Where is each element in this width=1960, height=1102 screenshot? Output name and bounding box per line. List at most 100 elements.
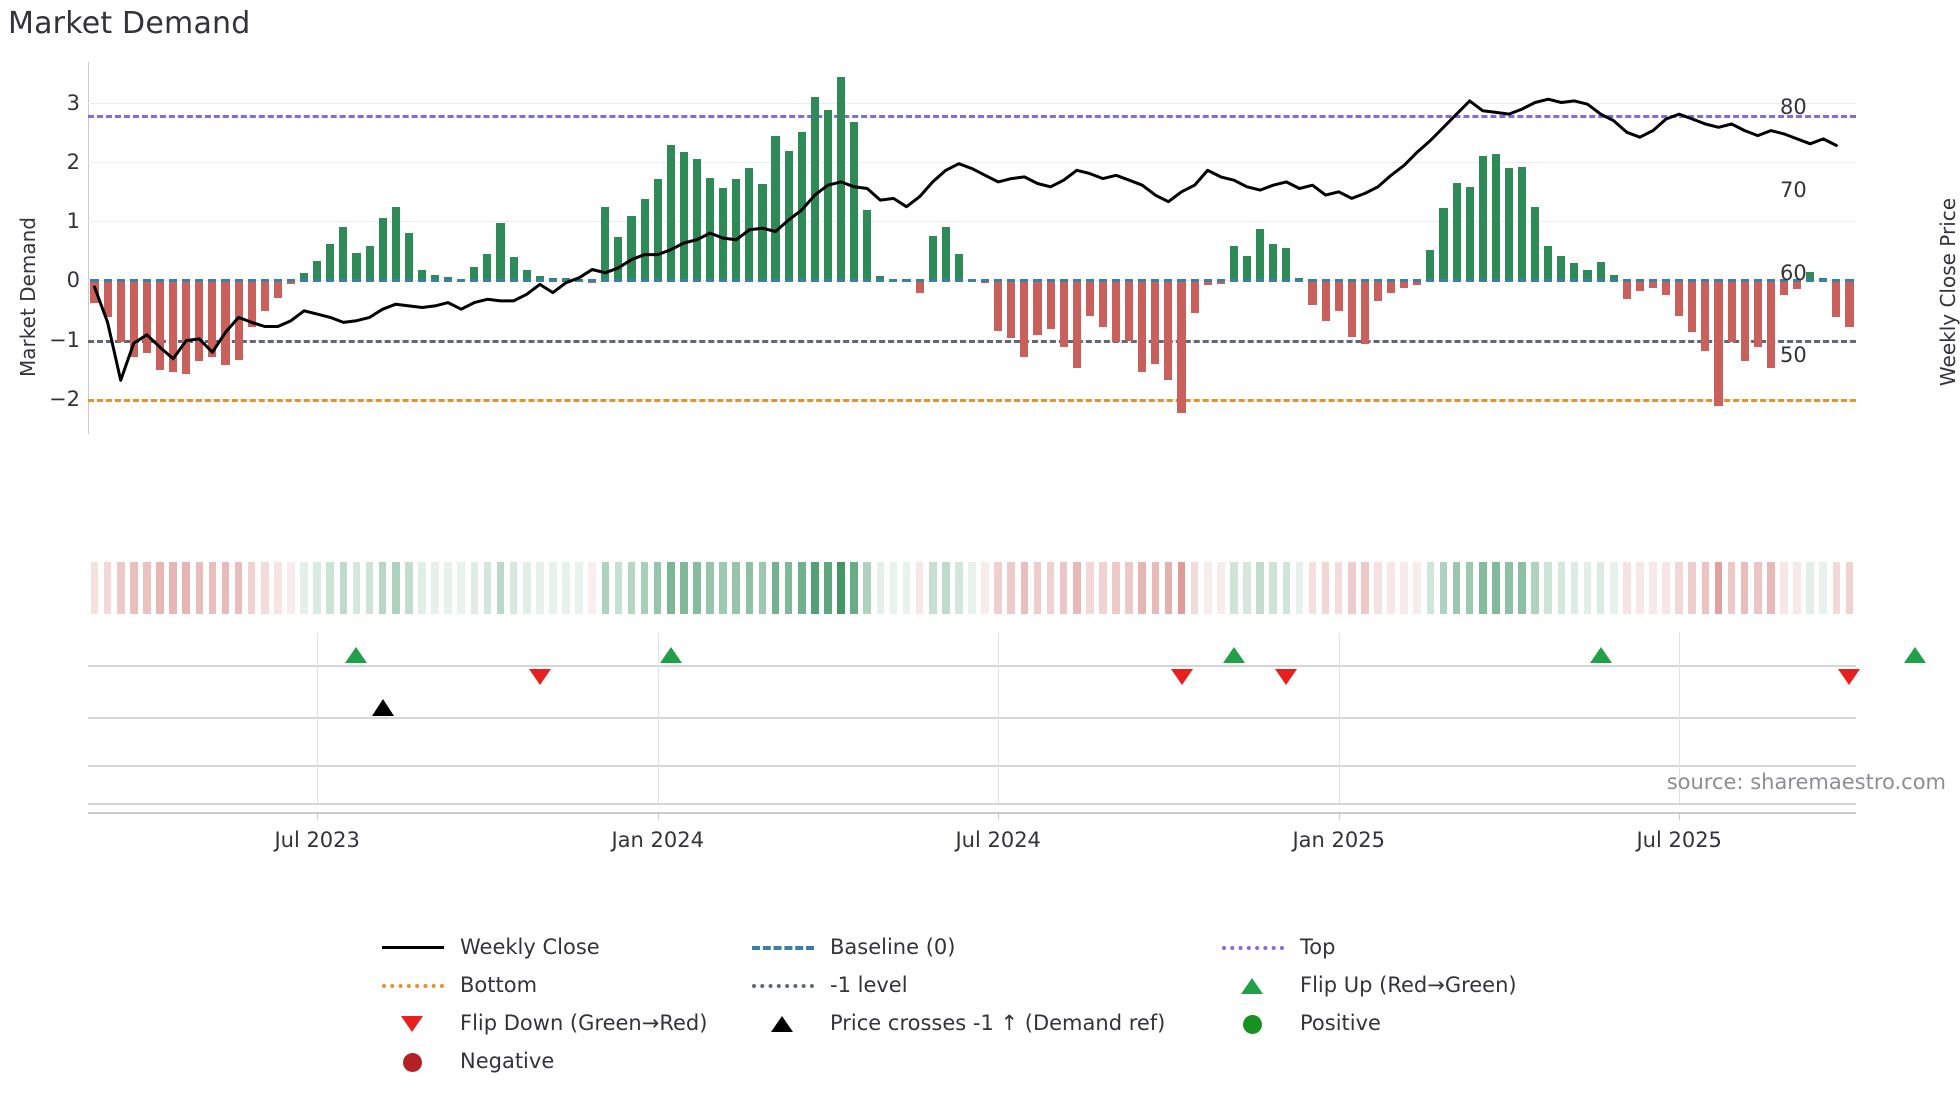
demand-bar — [1544, 246, 1553, 281]
baseline-tick — [234, 278, 243, 282]
demand-bar — [1229, 246, 1238, 281]
baseline-tick — [1190, 278, 1199, 282]
baseline-tick — [1439, 278, 1448, 282]
flip-down-marker[interactable] — [528, 669, 551, 685]
baseline-tick — [1819, 278, 1828, 282]
legend-swatch — [403, 1053, 422, 1072]
demand-bar — [1098, 280, 1107, 327]
heat-cell — [1596, 562, 1605, 614]
baseline-tick — [1177, 278, 1186, 282]
demand-bar — [1138, 280, 1147, 372]
legend-item[interactable]: Flip Up (Red→Green) — [1220, 973, 1650, 997]
flip-up-marker[interactable] — [659, 647, 682, 663]
demand-bar — [1793, 280, 1802, 290]
demand-bar — [1583, 269, 1592, 281]
baseline-tick — [1059, 278, 1068, 282]
baseline-tick — [1609, 278, 1618, 282]
legend-item[interactable]: Baseline (0) — [750, 935, 1220, 959]
flip-down-marker[interactable] — [1170, 669, 1193, 685]
heat-cell — [863, 562, 872, 614]
baseline-tick — [1295, 278, 1304, 282]
baseline-tick — [129, 278, 138, 282]
demand-bar — [1203, 280, 1212, 285]
flip-up-marker[interactable] — [1903, 647, 1926, 663]
demand-bar — [1020, 280, 1029, 358]
demand-bar — [679, 151, 688, 281]
demand-bar — [286, 280, 296, 284]
heat-cell — [1583, 562, 1592, 614]
heat-cell — [1347, 562, 1356, 614]
heat-cell — [1727, 562, 1736, 614]
baseline-tick — [1504, 278, 1513, 282]
baseline-tick — [1229, 278, 1238, 282]
legend-item[interactable]: -1 level — [750, 973, 1220, 997]
baseline-tick — [326, 278, 335, 282]
heat-cell — [928, 562, 937, 614]
heat-cell — [143, 562, 151, 614]
baseline-tick — [1164, 278, 1173, 282]
price-cross-neg1-marker[interactable] — [371, 699, 394, 716]
flip-up-marker[interactable] — [1222, 647, 1245, 663]
baseline-tick — [1570, 278, 1579, 282]
heat-cell — [1190, 562, 1199, 614]
baseline-tick — [1478, 278, 1487, 282]
demand-bar — [1177, 280, 1186, 414]
legend-item[interactable]: Flip Down (Green→Red) — [380, 1011, 750, 1035]
x-tick-mark — [317, 812, 319, 820]
demand-bar — [994, 280, 1003, 332]
baseline-tick — [719, 278, 728, 282]
demand-bar — [1439, 208, 1448, 281]
baseline-tick — [1360, 278, 1369, 282]
legend-swatch — [401, 1016, 423, 1032]
legend-item[interactable]: Weekly Close — [380, 935, 750, 959]
heat-cell — [483, 562, 492, 614]
flip-down-marker[interactable] — [1838, 669, 1861, 685]
x-tick-label: Jul 2023 — [274, 828, 360, 852]
flip-up-marker[interactable] — [345, 647, 368, 663]
legend-swatch — [382, 984, 444, 988]
signal-marker-band — [88, 625, 1926, 805]
demand-bar — [535, 275, 544, 281]
y-tick-left: 3 — [66, 91, 80, 116]
flip-down-marker[interactable] — [1275, 669, 1298, 685]
demand-bar — [653, 178, 662, 281]
legend-item[interactable]: Price crosses -1 ↑ (Demand ref) — [750, 1011, 1220, 1035]
baseline-tick — [797, 278, 806, 282]
legend-label: Price crosses -1 ↑ (Demand ref) — [830, 1011, 1166, 1035]
legend-item[interactable]: Bottom — [380, 973, 750, 997]
legend-item[interactable]: Negative — [380, 1049, 750, 1073]
baseline-tick — [915, 278, 924, 282]
heat-cell — [614, 562, 623, 614]
heat-cell — [1767, 562, 1775, 614]
heat-cell — [90, 562, 99, 614]
heat-cell — [1387, 562, 1395, 614]
demand-bar — [1648, 280, 1658, 288]
flip-up-marker[interactable] — [1589, 647, 1612, 663]
demand-heat-strip — [88, 562, 1856, 614]
heat-cell — [575, 562, 583, 614]
triangle-up-black-icon — [750, 1013, 816, 1033]
demand-bar — [1046, 280, 1055, 329]
heat-cell — [1714, 562, 1723, 614]
baseline-tick — [404, 278, 413, 282]
heat-cell — [1334, 562, 1343, 614]
legend-item[interactable]: Top — [1220, 935, 1650, 959]
x-tick-label: Jan 2025 — [1292, 828, 1385, 852]
baseline-tick — [103, 278, 112, 282]
baseline-tick — [1413, 278, 1422, 282]
baseline-tick — [575, 278, 584, 282]
baseline-tick — [90, 278, 99, 282]
demand-bar — [1059, 280, 1068, 347]
legend-item[interactable]: Positive — [1220, 1011, 1650, 1035]
heat-cell — [182, 562, 191, 614]
baseline-tick — [417, 278, 426, 282]
demand-bar — [169, 280, 178, 372]
y-axis-spine — [88, 62, 89, 434]
heat-cell — [562, 562, 570, 614]
demand-bar — [863, 209, 872, 281]
demand-bar — [1256, 228, 1265, 281]
heat-cell — [666, 562, 675, 614]
page-title: Market Demand — [8, 6, 251, 41]
demand-bar — [195, 280, 204, 361]
demand-bar — [1832, 280, 1841, 318]
